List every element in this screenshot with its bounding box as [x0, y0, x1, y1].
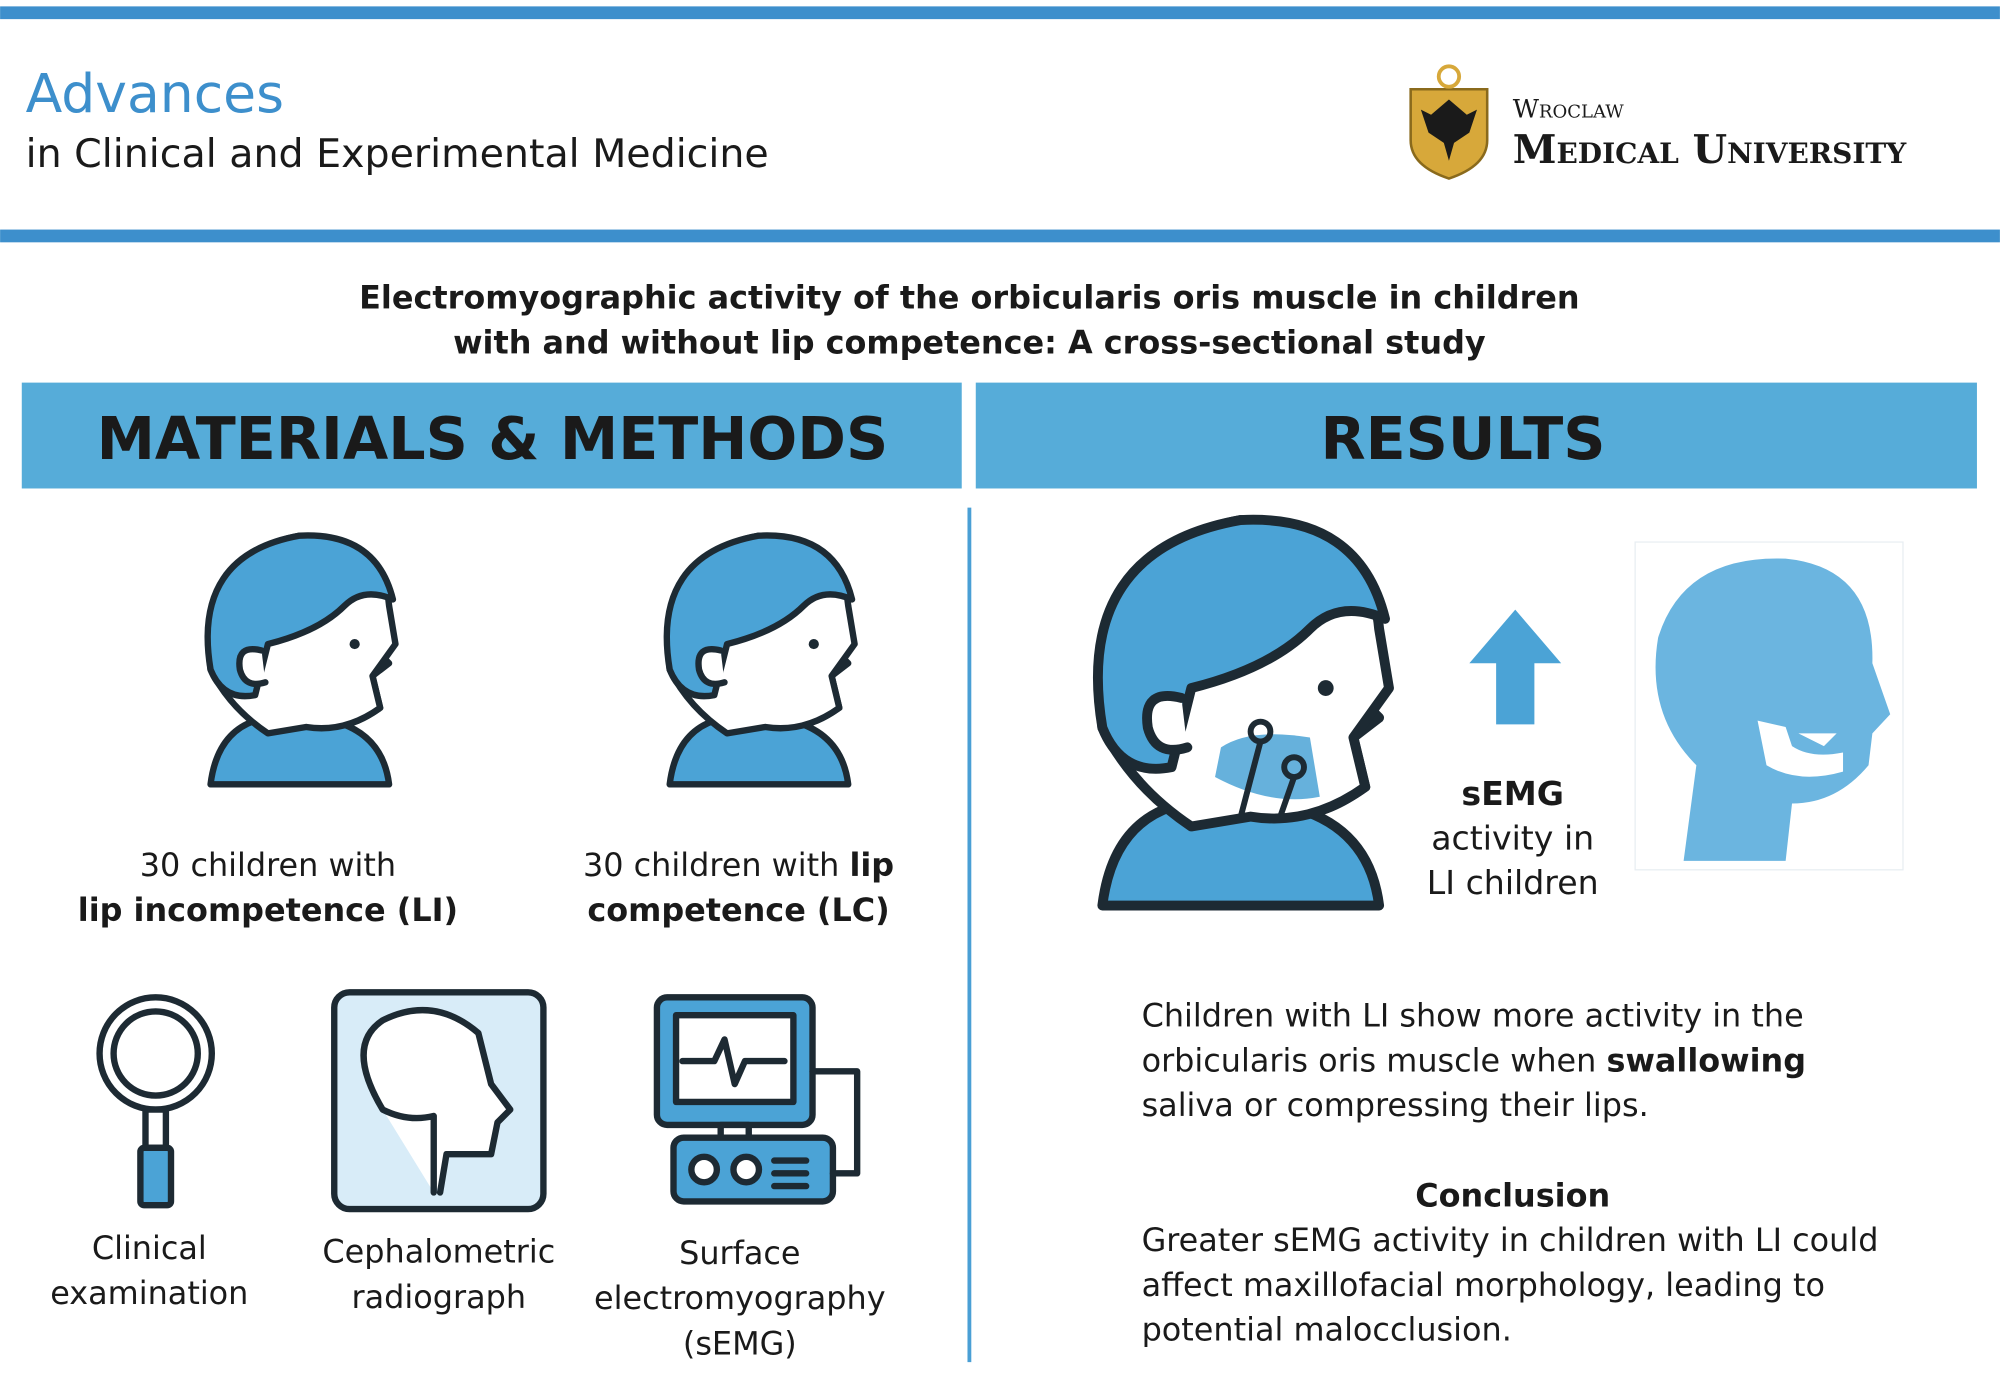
study-title: with and without lip competence: A cross…: [453, 323, 1486, 361]
text-line: lip incompetence (LI): [78, 891, 458, 929]
tool-label: radiograph: [352, 1278, 527, 1316]
text-segment: orbicularis oris muscle when: [1142, 1041, 1607, 1079]
text-segment: 30 children with: [583, 846, 849, 884]
text-line: saliva or compressing their lips.: [1142, 1086, 1649, 1124]
university-line: Medical University: [1513, 127, 1908, 173]
increase-arrow: [1469, 609, 1562, 725]
journal-title: Advances: [26, 62, 284, 125]
section-heading: MATERIALS & METHODS: [97, 405, 889, 473]
child-icon: [208, 535, 396, 784]
text-line: competence (LC): [587, 891, 889, 929]
tool-label: electromyography: [594, 1279, 886, 1317]
text-segment: lip: [849, 846, 894, 884]
university-logo: [1409, 64, 1489, 180]
journal-subtitle: in Clinical and Experimental Medicine: [26, 131, 769, 177]
header-bar: [0, 229, 2000, 243]
text-segment: activity in: [1431, 818, 1594, 857]
conclusion-line: Greater sEMG activity in children with L…: [1142, 1221, 1879, 1259]
text-segment: LI children: [1427, 863, 1599, 902]
tool-label: Clinical: [92, 1229, 207, 1267]
tool-label: Surface: [679, 1234, 800, 1272]
section-heading: RESULTS: [1320, 405, 1605, 473]
skull-silhouette-icon: [1634, 541, 1904, 871]
study-title: Electromyographic activity of the orbicu…: [359, 279, 1579, 317]
section-header: [21, 382, 962, 489]
section-header: [975, 382, 1977, 489]
text-line: Children with LI show more activity in t…: [1142, 997, 1804, 1035]
text-segment: Children with LI show more activity in t…: [1142, 997, 1804, 1035]
child-semg-icon: [1098, 520, 1389, 906]
text-segment: sEMG: [1461, 774, 1564, 813]
text-line: sEMG: [1461, 774, 1564, 813]
tool-label: Cephalometric: [322, 1233, 555, 1271]
conclusion-line: potential malocclusion.: [1142, 1310, 1512, 1348]
text-line: 30 children with: [140, 846, 396, 884]
text-segment: lip incompetence (LI): [78, 891, 458, 929]
text-line: 30 children with lip: [583, 846, 894, 884]
child-icon: [667, 535, 855, 784]
top-bar: [0, 6, 2000, 20]
text-line: LI children: [1427, 863, 1599, 902]
university-line: Wroclaw: [1513, 94, 1625, 124]
conclusion-line: affect maxillofacial morphology, leading…: [1142, 1266, 1825, 1304]
tool-label: (sEMG): [683, 1324, 797, 1362]
text-line: activity in: [1431, 818, 1594, 857]
text-segment: saliva or compressing their lips.: [1142, 1086, 1649, 1124]
text-segment: 30 children with: [140, 846, 396, 884]
tool-label: examination: [50, 1274, 248, 1312]
semg-device-icon: [653, 994, 861, 1205]
conclusion-heading: Conclusion: [1415, 1177, 1610, 1215]
text-line: orbicularis oris muscle when swallowing: [1142, 1041, 1806, 1079]
radiograph-icon: [331, 989, 547, 1213]
magnifier-icon: [96, 994, 215, 1209]
text-segment: swallowing: [1606, 1041, 1806, 1079]
text-segment: competence (LC): [587, 891, 889, 929]
